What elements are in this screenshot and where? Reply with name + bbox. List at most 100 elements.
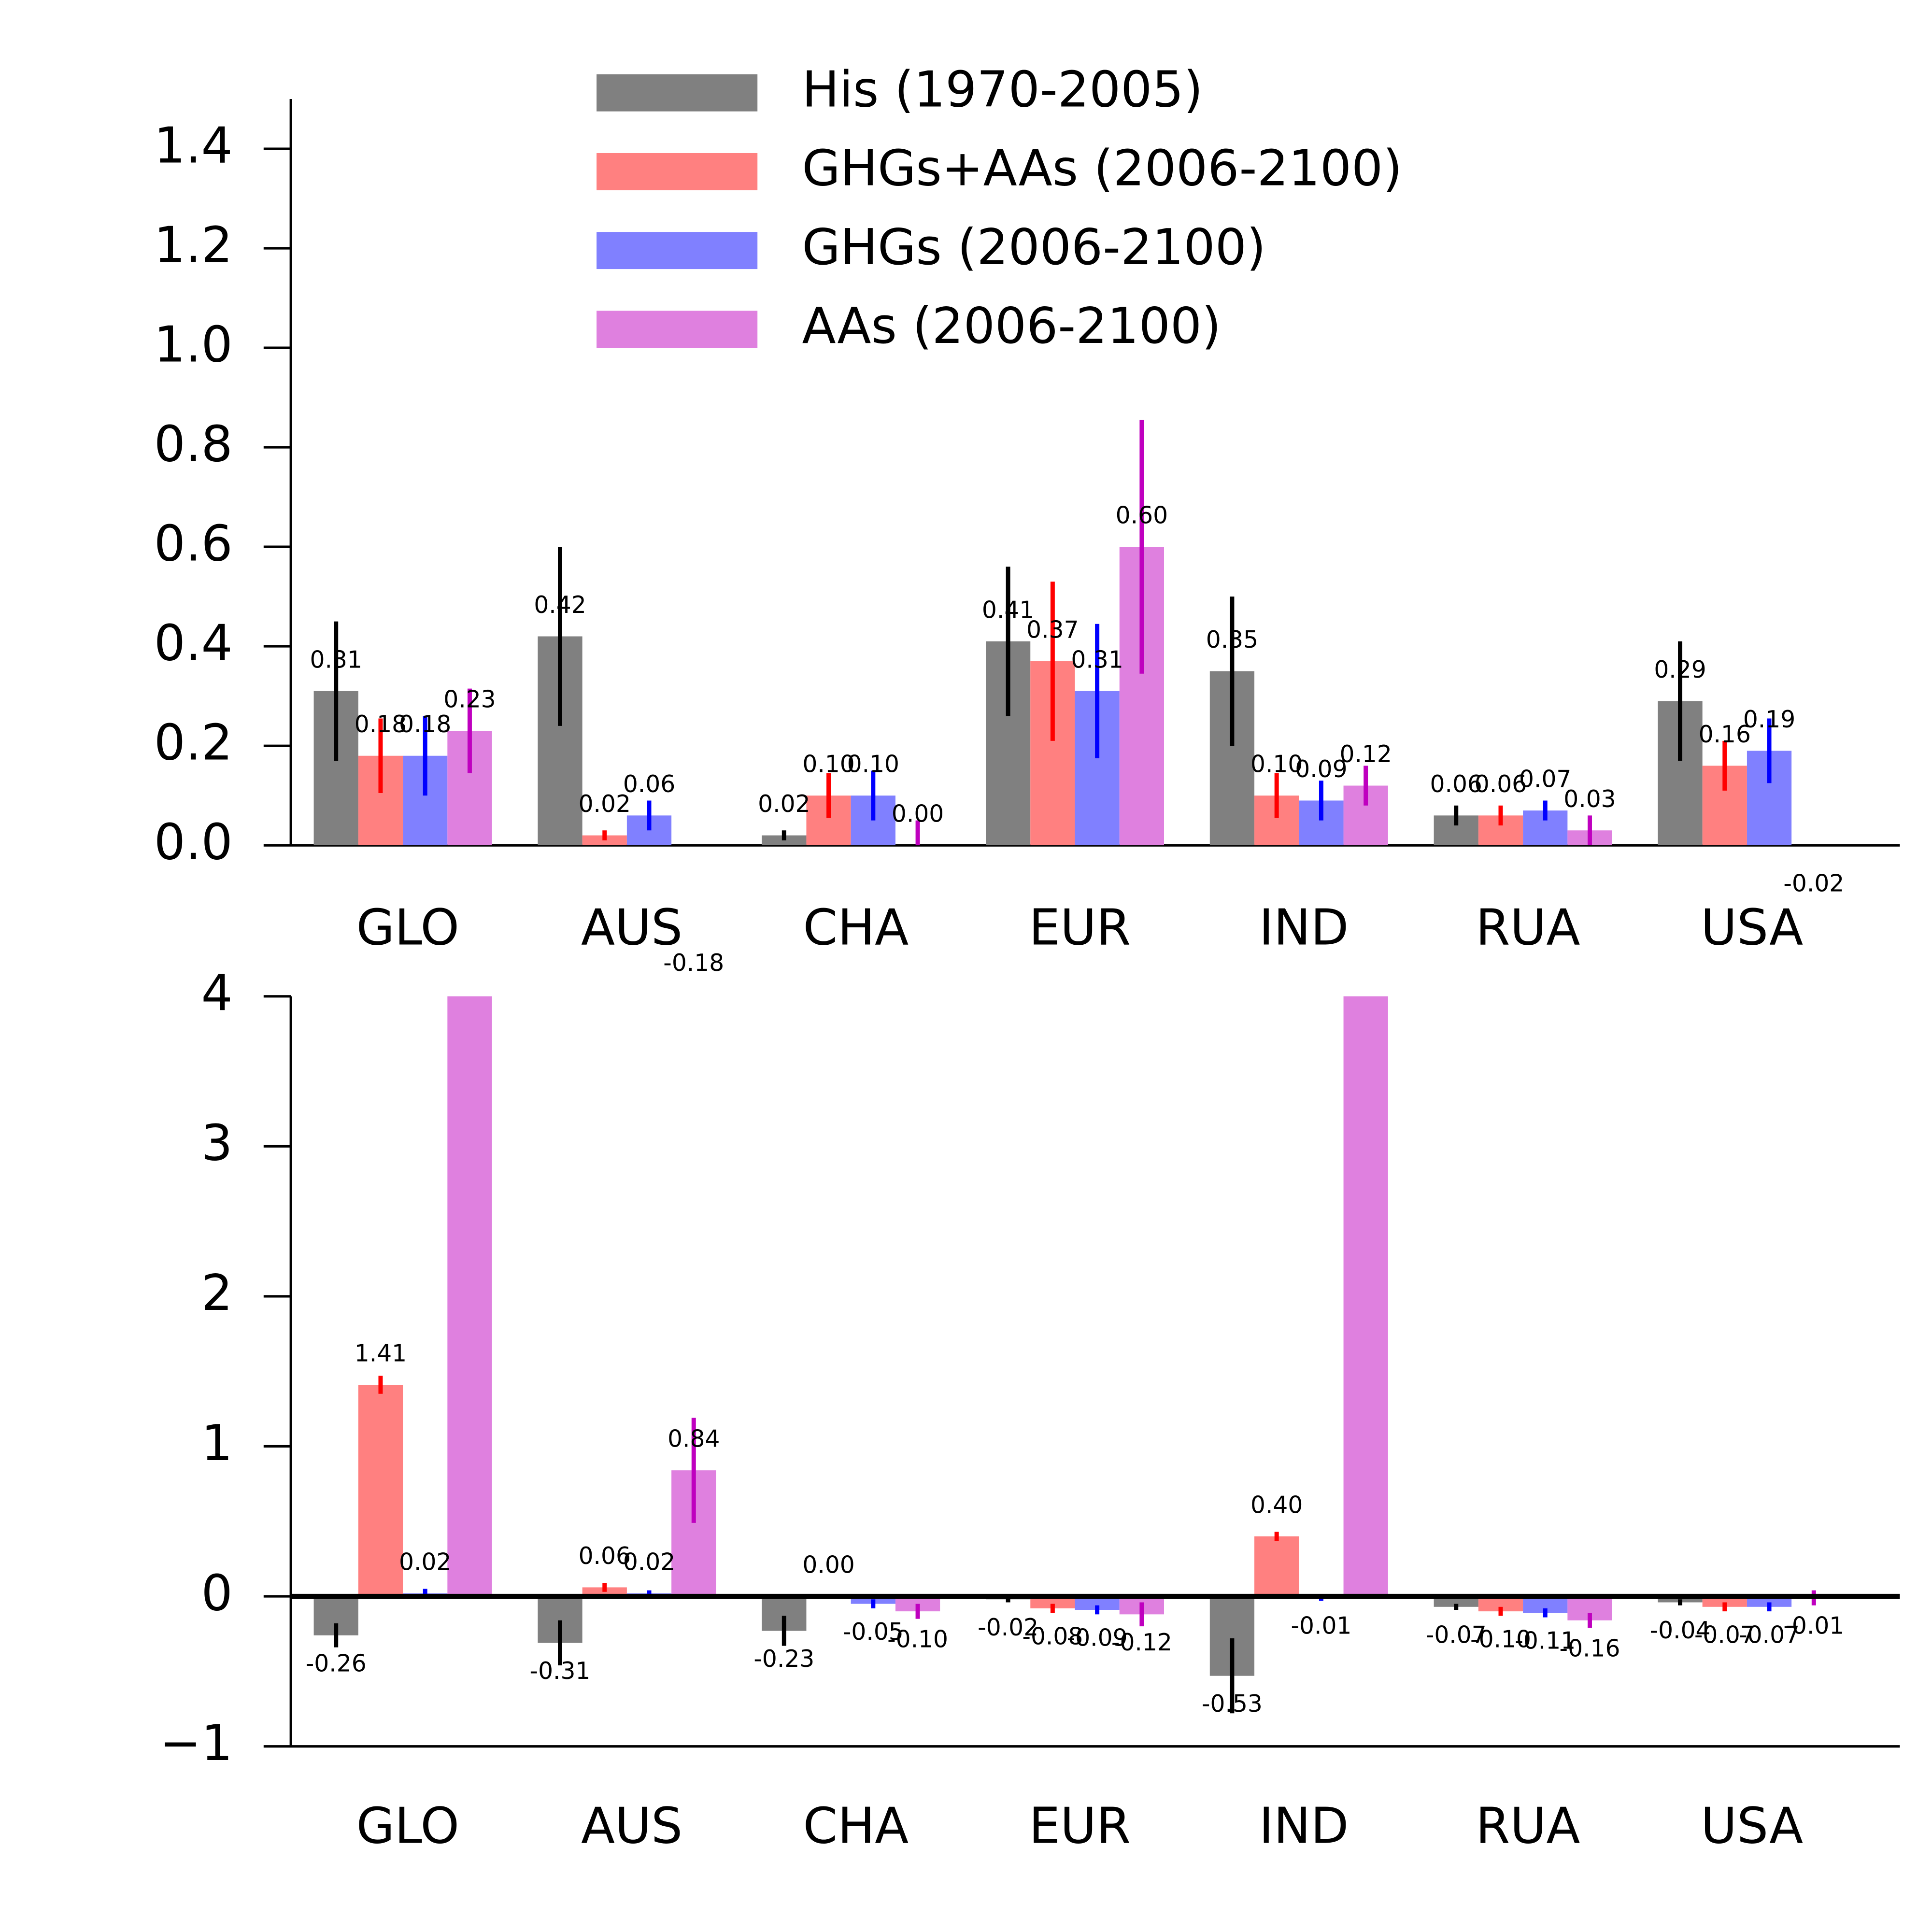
x-tick-label: USA [1701,899,1803,956]
value-label: -0.12 [1111,1629,1172,1656]
value-label: 0.06 [579,1543,631,1570]
value-label: 0.10 [802,751,854,778]
x-tick-label: IND [1259,1798,1349,1855]
value-label: 0.23 [443,686,496,713]
bar [1254,1536,1299,1597]
value-label: 0.02 [758,791,810,818]
y-tick-label: 1.0 [154,316,233,373]
value-label: -0.09 [1067,1625,1128,1652]
x-tick-label: GLO [356,899,460,956]
y-tick-label: 1 [201,1415,233,1472]
bars [313,420,1836,855]
value-label: -0.10 [1470,1626,1531,1653]
y-tick-label: 0.2 [154,714,233,771]
bar [1702,1596,1747,1607]
value-label: -0.16 [1560,1635,1620,1662]
x-tick-label: AUS [581,899,682,956]
bar [358,1385,403,1597]
value-label: 0.41 [982,597,1034,624]
legend-label: GHGs (2006-2100) [802,219,1265,276]
bar [1343,996,1388,1597]
value-label: 0.18 [399,711,451,738]
value-label: 0.12 [1339,741,1392,768]
value-label: -0.04 [1650,1617,1711,1644]
x-tick-label: RUA [1476,1798,1580,1855]
value-label: -0.02 [1783,870,1844,897]
value-label: 0.02 [399,1548,451,1576]
value-label: 0.10 [1250,751,1303,778]
bar [1747,1596,1792,1607]
bars [313,996,1836,1714]
y-tick-label: 0.6 [154,515,233,572]
x-tick-label: EUR [1029,899,1131,956]
x-tick-label: CHA [803,1798,909,1855]
value-label: 0.10 [847,751,899,778]
bar [447,996,492,1597]
value-label: 0.02 [579,791,631,818]
x-tick-label: EUR [1029,1798,1131,1855]
legend-label: His (1970-2005) [802,61,1203,118]
bar [1791,845,1836,855]
y-tick-label: 0.8 [154,415,233,473]
y-tick-label: 0.4 [154,614,233,672]
plot: 0.00.20.40.60.81.01.21.4GLO0.310.180.180… [154,61,1900,977]
value-label: 0.18 [355,711,407,738]
value-label: 0.31 [310,646,362,673]
value-label: 0.09 [1295,756,1347,783]
value-label: -0.07 [1426,1621,1487,1648]
x-tick-label: RUA [1476,899,1580,956]
value-label: 0.03 [1563,786,1616,813]
y-tick-label: 1.4 [154,117,233,174]
y-tick-label: 1.2 [154,216,233,274]
value-label: -0.18 [663,950,724,977]
y-tick-label: 2 [201,1264,233,1322]
value-label: 0.60 [1116,502,1168,529]
y-tick-label: 0 [201,1564,233,1622]
x-tick-label: IND [1259,899,1349,956]
x-tick-label: USA [1701,1798,1803,1855]
value-label: -0.23 [753,1646,814,1673]
value-label: -0.01 [1291,1613,1351,1640]
value-label: 0.00 [802,1552,854,1579]
value-label: 1.41 [355,1340,407,1367]
value-label: -0.07 [1739,1621,1800,1648]
value-label: -0.02 [978,1614,1038,1641]
y-tick-label: −1 [160,1715,233,1772]
legend-swatch [597,311,758,348]
bar [1434,1596,1478,1607]
value-label: 0.84 [668,1426,720,1453]
value-label: -0.10 [887,1626,948,1653]
value-label: 0.29 [1654,656,1706,683]
legend-swatch [597,232,758,270]
value-label: -0.53 [1202,1690,1263,1718]
y-tick-label: 4 [201,965,233,1022]
plot: −101234GLO-0.261.410.02AUS-0.310.060.020… [160,965,1900,1855]
value-label: 0.19 [1743,706,1795,733]
value-label: -0.26 [306,1650,367,1677]
value-label: 0.35 [1206,626,1258,653]
y-tick-label: 3 [201,1115,233,1172]
value-label: 0.02 [623,1548,675,1576]
value-label: 0.37 [1026,617,1079,644]
value-label: -0.05 [843,1619,904,1646]
x-tick-label: CHA [803,899,909,956]
value-label: 0.16 [1699,721,1751,748]
legend: His (1970-2005) GHGs+AAs (2006-2100) GHGs … [597,61,1402,355]
value-label: 0.06 [623,771,675,798]
value-label: 0.40 [1250,1492,1303,1519]
value-label: 0.06 [1475,771,1527,798]
x-tick-label: GLO [356,1798,460,1855]
x-tick-label: AUS [581,1798,682,1855]
legend-swatch [597,74,758,112]
value-label: -0.07 [1694,1621,1755,1648]
legend-label: AAs (2006-2100) [802,298,1221,355]
value-label: -0.11 [1515,1628,1576,1655]
legend-swatch [597,153,758,190]
value-label: 0.31 [1071,646,1123,673]
y-tick-label: 0.0 [154,813,233,871]
value-label: -0.01 [1783,1613,1844,1640]
legend-label: GHGs+AAs (2006-2100) [802,140,1402,198]
value-label: 0.42 [534,592,586,619]
